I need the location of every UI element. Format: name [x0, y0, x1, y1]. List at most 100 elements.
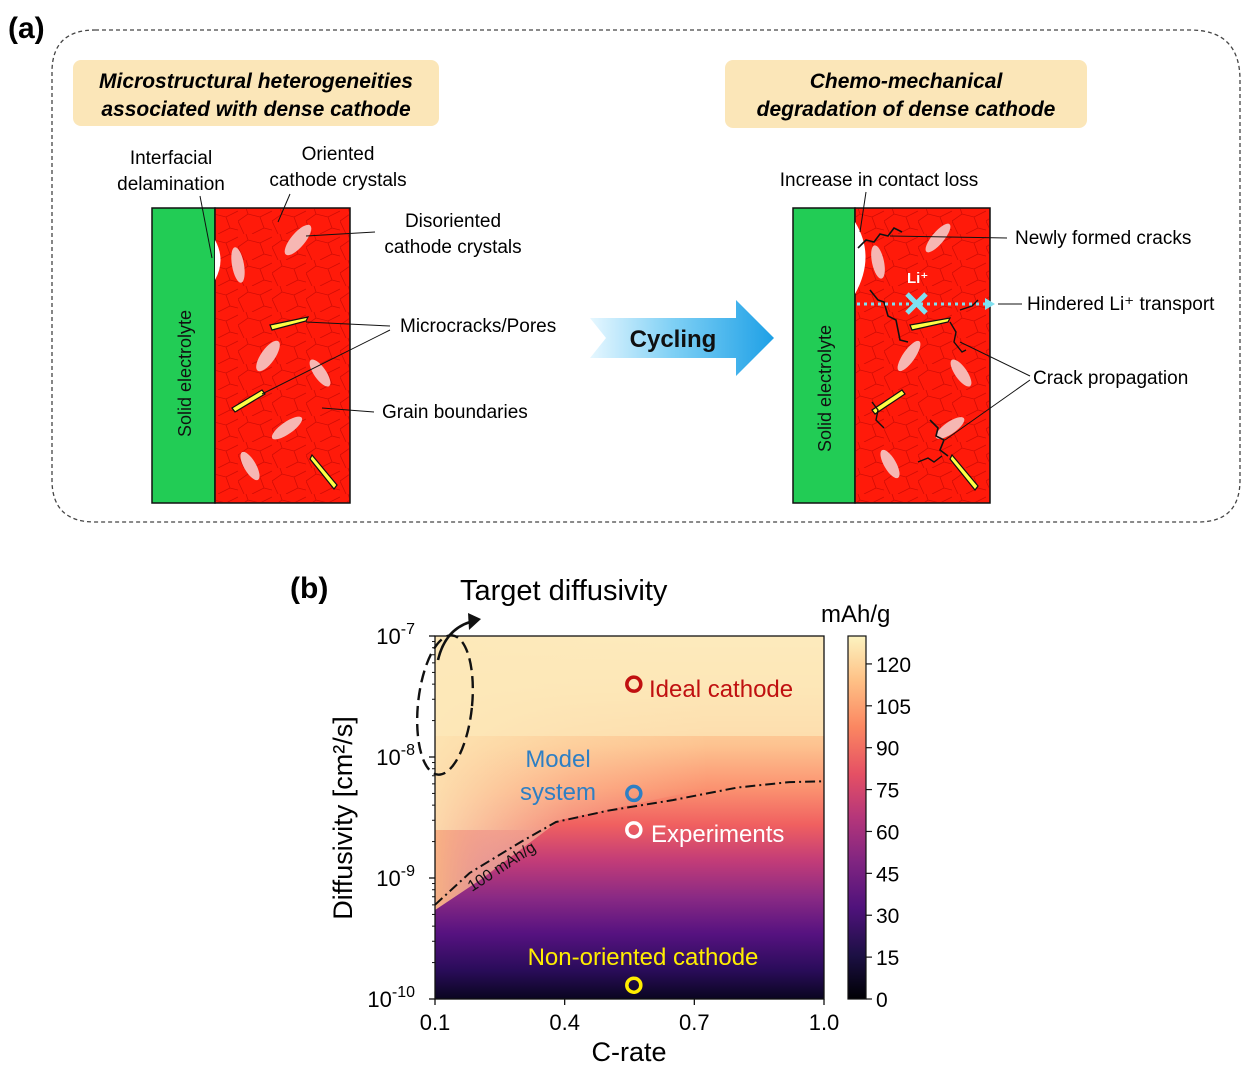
colorbar-tick-label: 30 — [876, 905, 899, 928]
left-electrolyte — [151, 207, 216, 504]
leader-line — [959, 341, 1031, 377]
panel-b-title: Target diffusivity — [460, 575, 668, 607]
colorbar-tick-label: 75 — [876, 780, 899, 803]
crystal — [880, 449, 900, 479]
colorbar-tick-label: 90 — [876, 738, 899, 761]
label-microcracks: Microcracks/Pores — [400, 316, 556, 337]
data-points — [625, 675, 643, 994]
crystal-oriented — [256, 340, 280, 372]
label-ideal-cathode: Ideal cathode — [649, 676, 793, 703]
y-axis-label: Diffusivity [cm²/s] — [328, 716, 358, 920]
label-crack-propagation: Crack propagation — [1033, 368, 1188, 389]
microcrack — [871, 389, 906, 415]
right-title-box — [725, 60, 1087, 128]
panel-a: (a) Microstructural heterogeneities asso… — [8, 12, 1241, 523]
colorbar-tick-label: 45 — [876, 863, 899, 886]
y-tick-label: 10-7 — [376, 621, 415, 649]
y-tick-label: 10-9 — [376, 863, 415, 891]
x-tick-label: 1.0 — [809, 1010, 840, 1035]
leader-line — [199, 195, 213, 259]
label-contact-loss: Increase in contact loss — [780, 170, 979, 191]
cycling-label: Cycling — [630, 326, 717, 353]
crystal — [871, 245, 885, 279]
leader-line — [889, 235, 1008, 239]
crystal — [935, 417, 965, 439]
crack — [871, 401, 885, 429]
colorbar-tick-label: 15 — [876, 947, 899, 970]
leader-line — [305, 321, 391, 327]
heatmap-highlight — [435, 830, 560, 910]
crystal — [925, 223, 951, 253]
target-arrowhead — [468, 613, 481, 630]
microcrack — [269, 316, 310, 331]
left-delamination — [215, 240, 221, 280]
crystal-oriented — [309, 359, 331, 387]
crystal-oriented — [240, 451, 260, 481]
li-ion-label: Li⁺ — [907, 270, 928, 287]
colorbar-tick-label: 120 — [876, 654, 911, 677]
leader-line — [321, 407, 375, 413]
leader-line — [277, 193, 291, 223]
colorbar-ticks: 0 15 30 45 60 75 90 105 120 — [866, 654, 911, 1012]
colorbar-tick-label: 105 — [876, 696, 911, 719]
y-tick-label: 10-8 — [376, 742, 415, 770]
crystal-oriented — [271, 416, 303, 440]
point-experiments — [625, 821, 643, 839]
left-title-box — [73, 60, 439, 126]
right-schematic: Solid electrolyte Li⁺ — [792, 207, 995, 504]
plot-frame — [434, 635, 825, 1000]
crack — [857, 226, 903, 249]
crack — [959, 299, 979, 311]
contour-100 — [435, 780, 824, 906]
y-tick-label: 10-10 — [367, 984, 415, 1012]
left-electrolyte-label: Solid electrolyte — [175, 310, 195, 437]
leader-line — [859, 191, 867, 233]
panel-a-label: (a) — [8, 12, 45, 45]
label-model-line1: Model — [525, 746, 590, 773]
label-oriented-line1: Oriented — [302, 144, 375, 165]
cycling-arrow — [590, 300, 774, 376]
crack — [917, 455, 943, 463]
crystal-oriented — [284, 224, 312, 256]
blocked-x-icon — [905, 292, 928, 315]
crack — [869, 289, 909, 343]
colorbar-label: mAh/g — [821, 601, 890, 628]
panel-a-border — [51, 29, 1241, 523]
label-interfacial-line1: Interfacial — [130, 148, 212, 169]
heatmap-top-tint — [435, 636, 824, 736]
right-delamination — [855, 222, 866, 294]
left-title-line1: Microstructural heterogeneities — [99, 70, 413, 93]
label-new-cracks: Newly formed cracks — [1015, 228, 1191, 249]
point-non-oriented-cathode — [625, 976, 643, 994]
x-tick-label: 0.4 — [549, 1010, 580, 1035]
heatmap — [435, 636, 824, 999]
colorbar-tick-label: 0 — [876, 989, 888, 1012]
leader-line — [261, 329, 391, 395]
label-oriented-line2: cathode crystals — [269, 170, 406, 191]
microcrack — [231, 389, 266, 413]
crystal-oriented — [231, 247, 245, 283]
x-axis-label: C-rate — [591, 1037, 666, 1066]
x-tick-label: 0.1 — [420, 1010, 451, 1035]
crystal — [897, 340, 921, 372]
colorbar — [847, 635, 867, 1000]
colorbar-tick-label: 60 — [876, 821, 899, 844]
left-title-line2: associated with dense cathode — [101, 98, 411, 121]
microcrack — [949, 453, 979, 491]
label-experiments: Experiments — [651, 821, 784, 848]
crystal — [950, 359, 972, 387]
microcrack — [309, 453, 338, 490]
label-interfacial-line2: delamination — [117, 174, 225, 195]
label-hindered-transport: Hindered Li⁺ transport — [1027, 294, 1215, 315]
left-schematic: Solid electrolyte — [151, 207, 351, 504]
label-non-oriented: Non-oriented cathode — [528, 944, 759, 971]
label-model-line2: system — [520, 779, 596, 806]
label-grain-boundaries: Grain boundaries — [382, 402, 528, 423]
leader-line — [944, 379, 1031, 441]
panel-b-label: (b) — [290, 572, 328, 605]
point-model-system — [625, 784, 643, 803]
right-title-line1: Chemo-mechanical — [810, 70, 1004, 93]
panel-b: (b) Target diffusivity 100 mAh/g 0.1 0.4 0… — [290, 572, 911, 1066]
label-disoriented-line1: Disoriented — [405, 211, 501, 232]
